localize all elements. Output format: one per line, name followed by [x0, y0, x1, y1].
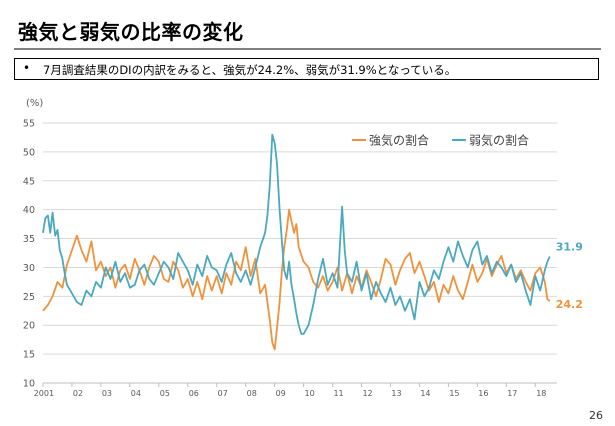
- y-tick-label: 10: [23, 379, 35, 390]
- series-line-0: [42, 208, 551, 351]
- page-number: 26: [589, 409, 603, 422]
- x-tick-label: 04: [131, 389, 141, 398]
- x-tick-label: 06: [189, 389, 199, 398]
- x-tick-label: 15: [449, 389, 459, 398]
- x-tick-label: 18: [536, 389, 546, 398]
- summary-box: • 7月調査結果のDIの内訳をみると、強気が24.2%、弱気が31.9%となって…: [14, 58, 599, 80]
- y-tick-label: 30: [23, 263, 35, 274]
- x-tick-label: 17: [507, 389, 517, 398]
- series-end-label-1: 31.9: [556, 240, 583, 253]
- legend: 強気の割合 弱気の割合: [352, 133, 529, 148]
- x-tick-label: 13: [391, 389, 401, 398]
- y-tick-label: 20: [23, 321, 35, 332]
- series-line-1: [42, 133, 551, 335]
- x-tick-label: 05: [160, 389, 170, 398]
- x-tick-label: 2001: [34, 389, 54, 398]
- summary-text: 7月調査結果のDIの内訳をみると、強気が24.2%、弱気が31.9%となっている…: [43, 63, 457, 77]
- series-end-label-0: 24.2: [556, 298, 583, 311]
- y-tick-label: 55: [23, 119, 35, 130]
- x-tick-label: 10: [305, 389, 315, 398]
- y-tick-label: 40: [23, 205, 35, 216]
- x-tick-label: 12: [362, 389, 372, 398]
- y-tick-label: 25: [23, 292, 35, 303]
- y-tick-label: 35: [23, 234, 35, 245]
- title-divider: [14, 48, 601, 50]
- x-tick-label: 09: [276, 389, 286, 398]
- axis-layer: 10 15 20 25 30 35 40 45 50 55 2001 02 03 04 05 06 07 08 09…: [23, 119, 557, 398]
- x-tick-label: 14: [420, 389, 430, 398]
- y-tick-label: 15: [23, 350, 35, 361]
- x-tick-label: 16: [478, 389, 488, 398]
- legend-label-1: 弱気の割合: [469, 133, 529, 148]
- x-tick-label: 03: [102, 389, 112, 398]
- y-tick-label: 45: [23, 176, 35, 187]
- x-tick-label: 08: [247, 389, 257, 398]
- series-layer: 24.2 31.9: [42, 133, 583, 351]
- x-tick-label: 02: [73, 389, 83, 398]
- chart-area: 10 15 20 25 30 35 40 45 50 55 2001 02 03 04 05 06 07 08 09…: [0, 90, 615, 406]
- line-chart: 10 15 20 25 30 35 40 45 50 55 2001 02 03 04 05 06 07 08 09…: [23, 98, 583, 398]
- y-axis-unit-label: (%): [26, 98, 43, 109]
- bullet-mark: •: [23, 61, 31, 75]
- legend-label-0: 強気の割合: [369, 133, 429, 148]
- x-tick-label: 11: [333, 389, 343, 398]
- y-tick-label: 50: [23, 147, 35, 158]
- slide-title: 強気と弱気の比率の変化: [18, 20, 244, 44]
- grid-layer: [43, 122, 557, 384]
- x-tick-label: 07: [218, 389, 228, 398]
